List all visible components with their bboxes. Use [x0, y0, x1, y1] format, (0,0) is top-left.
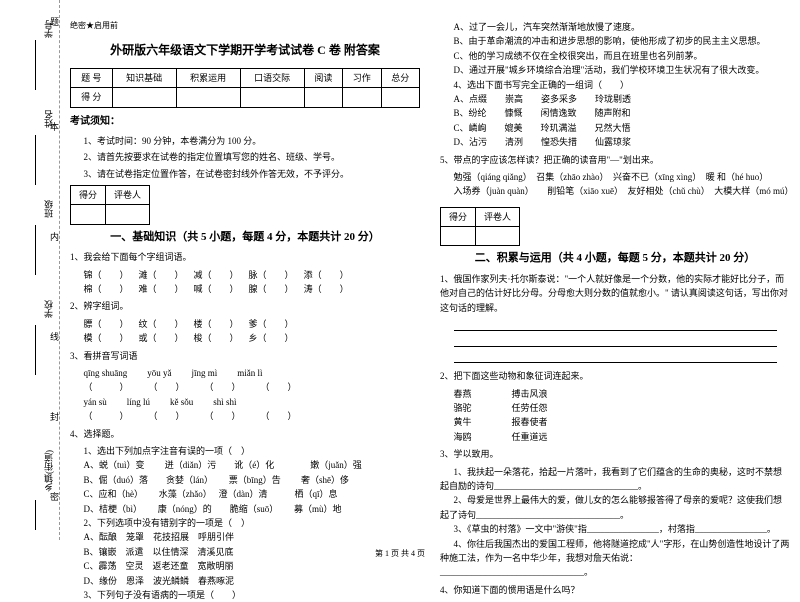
- c2-o4c: C、嶙峋 媲美 玲玑满溢 兄然大悟: [440, 121, 790, 135]
- q4-o1d: D、桔梗（bì） 康（nóng）的 脆缩（suō） 募（mù）地: [70, 502, 420, 516]
- section1-title: 一、基础知识（共 5 小题，每题 4 分，本题共计 20 分）: [70, 229, 420, 247]
- c2-o4d: D、沾污 清洌 惶恐失措 仙露琼浆: [440, 135, 790, 149]
- blank-line: [454, 337, 777, 347]
- score-h5: 习作: [343, 68, 381, 87]
- sb-label-class: 班级: [42, 200, 55, 218]
- sb-label-school: 学校: [42, 300, 55, 318]
- score-table: 题 号 知识基础 积累运用 口语交际 阅读 习作 总分 得 分: [70, 68, 420, 108]
- mini-c1: 得分: [71, 185, 106, 204]
- c2-oa: A、过了一会儿，汽车突然渐渐地放慢了速度。: [440, 20, 790, 34]
- table-row: 得 分: [71, 88, 420, 107]
- q4-sub1: 1、选出下列加点字注音有误的一项（ ）: [70, 444, 420, 458]
- q4-stem: 4、选择题。: [70, 427, 420, 441]
- score-h1: 知识基础: [112, 68, 176, 87]
- sb-char-2: 内: [50, 230, 59, 243]
- c2-o4a: A、点缀 崇高 姿多采多 玲珑剔透: [440, 92, 790, 106]
- q1-row1: 锦（ ） 滩（ ） 减（ ） 脉（ ） 添（ ）: [70, 268, 420, 282]
- q5-r2: 入场券（juàn quàn） 削铅笔（xiāo xuē） 友好相处（chǔ ch…: [440, 184, 790, 198]
- notice-1: 1、考试时间：90 分钟，本卷满分为 100 分。: [70, 134, 420, 148]
- pair-3: 黄牛报春使者: [440, 415, 790, 429]
- q4-o1b: B、倔（duó）落 贪婪（lán） 票（bīng）告 奢（shē）侈: [70, 473, 420, 487]
- q4-o1a: A、蜕（tuì）变 迸（diǎn）污 讹（é）化 嫩（juǎn）强: [70, 458, 420, 472]
- notice-2: 2、请首先按要求在试卷的指定位置填写您的姓名、班级、学号。: [70, 150, 420, 164]
- c2-oc: C、他的学习成绩不仅在全校很突出，而且在班里也名列前茅。: [440, 49, 790, 63]
- q2-row1: 膘（ ） 纹（ ） 楼（ ） 爹（ ）: [70, 317, 420, 331]
- sb-label-town: 乡镇(街道): [42, 450, 55, 492]
- score-h0: 题 号: [71, 68, 113, 87]
- q3-stem: 3、看拼音写词语: [70, 349, 420, 363]
- c2-o4b: B、纷纶 慷慨 闲情逸致 随声附和: [440, 106, 790, 120]
- sb-char-0: 题: [50, 15, 59, 28]
- pair-4: 海鸥任重道远: [440, 430, 790, 444]
- table-row: 题 号 知识基础 积累运用 口语交际 阅读 习作 总分: [71, 68, 420, 87]
- notice-title: 考试须知：: [70, 114, 420, 130]
- blank-line: [454, 353, 777, 363]
- q1-row2: 棉（ ） 难（ ） 喊（ ） 腺（ ） 涛（ ）: [70, 282, 420, 296]
- sb-char-5: 密: [50, 490, 59, 503]
- score-h6: 总分: [381, 68, 419, 87]
- q3-r4: （ ） （ ） （ ） （ ）: [70, 409, 420, 423]
- page-content: 绝密★启用前 外研版六年级语文下学期开学考试试卷 C 卷 附答案 题 号 知识基…: [70, 20, 790, 602]
- sb-char-4: 封: [50, 410, 59, 423]
- notice-3: 3、请在试卷指定位置作答，在试卷密封线外作答无效，不予评分。: [70, 167, 420, 181]
- right-column: A、过了一会儿，汽车突然渐渐地放慢了速度。 B、由于革命潮流的冲击和进步思想的影…: [440, 20, 790, 602]
- c2-od: D、通过开展"城乡环境综合治理"活动，我们学校环境卫生状况有了很大改变。: [440, 63, 790, 77]
- pair-1: 春燕搏击风浪: [440, 387, 790, 401]
- s2-q3c: 3、《草虫的村落》一文中"游侠"指________________，村落指___…: [440, 522, 790, 536]
- q5-r1: 勉强（qiáng qiǎng） 召集（zhāo zhào） 兴奋不已（xīng …: [440, 170, 790, 184]
- s2-q4: 4、你知道下面的惯用语是什么吗？: [440, 583, 790, 597]
- grader-table: 得分评卷人: [70, 185, 150, 225]
- s2-q1: 1、俄国作家列夫·托尔斯泰说："一个人就好像是一个分数，他的实际才能好比分子，而…: [440, 272, 790, 315]
- grader-table-2: 得分评卷人: [440, 207, 520, 247]
- score-h2: 积累运用: [176, 68, 240, 87]
- sb-char-1: 本: [50, 120, 59, 133]
- q5-stem: 5、带点的字应该怎样读？把正确的读音用"—"划出来。: [440, 153, 790, 167]
- binding-sidebar: 学号 姓名 班级 学校 乡镇(街道) 题 本 内 线 封 密: [0, 0, 60, 540]
- score-h3: 口语交际: [240, 68, 304, 87]
- q4-sub2: 2、下列选项中没有错别字的一项是（ ）: [70, 516, 420, 530]
- s2-q3-stem: 3、学以致用。: [440, 447, 790, 461]
- s2-q2-stem: 2、把下面这些动物和象征词连起来。: [440, 369, 790, 383]
- q4-o1c: C、应和（hè） 水藻（zhǎo） 澄（dàn）清 栖（qī）息: [70, 487, 420, 501]
- q3-r1: qīng shuāng yōu yǎ jīng mì miǎn lì: [70, 366, 420, 380]
- secret-label: 绝密★启用前: [70, 20, 420, 33]
- blank-line: [454, 321, 777, 331]
- q4-o2c: C、霹荡 空灵 返老还童 宽敞明丽: [70, 559, 420, 573]
- q2-row2: 模（ ） 或（ ） 梭（ ） 乡（ ）: [70, 331, 420, 345]
- q3-r3: yán sù líng lú kě sǒu shì shì: [70, 395, 420, 409]
- c2-sub4: 4、选出下面书写完全正确的一组词（ ）: [440, 78, 790, 92]
- page-footer: 第 1 页 共 4 页: [0, 548, 800, 559]
- mini-c2: 评卷人: [106, 185, 150, 204]
- q4-sub3: 3、下列句子没有语病的一项是（ ）: [70, 588, 420, 602]
- q4-o2a: A、酝酿 笼罩 花技招展 呼朋引伴: [70, 530, 420, 544]
- q2-stem: 2、辨字组词。: [70, 299, 420, 313]
- left-column: 绝密★启用前 外研版六年级语文下学期开学考试试卷 C 卷 附答案 题 号 知识基…: [70, 20, 420, 602]
- q1-stem: 1、我会给下面每个字组词语。: [70, 250, 420, 264]
- q3-r2: （ ） （ ） （ ） （ ）: [70, 380, 420, 394]
- score-h4: 阅读: [304, 68, 342, 87]
- sb-char-3: 线: [50, 330, 59, 343]
- section2-title: 二、积累与运用（共 4 小题，每题 5 分，本题共计 20 分）: [440, 250, 790, 268]
- exam-title: 外研版六年级语文下学期开学考试试卷 C 卷 附答案: [70, 41, 420, 60]
- pair-2: 骆驼任劳任怨: [440, 401, 790, 415]
- score-v0: 得 分: [71, 88, 113, 107]
- q4-o2d: D、缘份 恩泽 波光鳞鳞 春燕啄泥: [70, 574, 420, 588]
- c2-ob: B、由于革命潮流的冲击和进步思想的影响，使他形成了初步的民主主义思想。: [440, 34, 790, 48]
- s2-q3a: 1、我扶起一朵落花，拾起一片落叶，我看到了它们蕴含的生命的奥秘，这时不禁想起自励…: [440, 465, 790, 494]
- s2-q3b: 2、母爱是世界上最伟大的爱，做儿女的怎么能够报答得了母亲的爱呢？这使我们想起了诗…: [440, 493, 790, 522]
